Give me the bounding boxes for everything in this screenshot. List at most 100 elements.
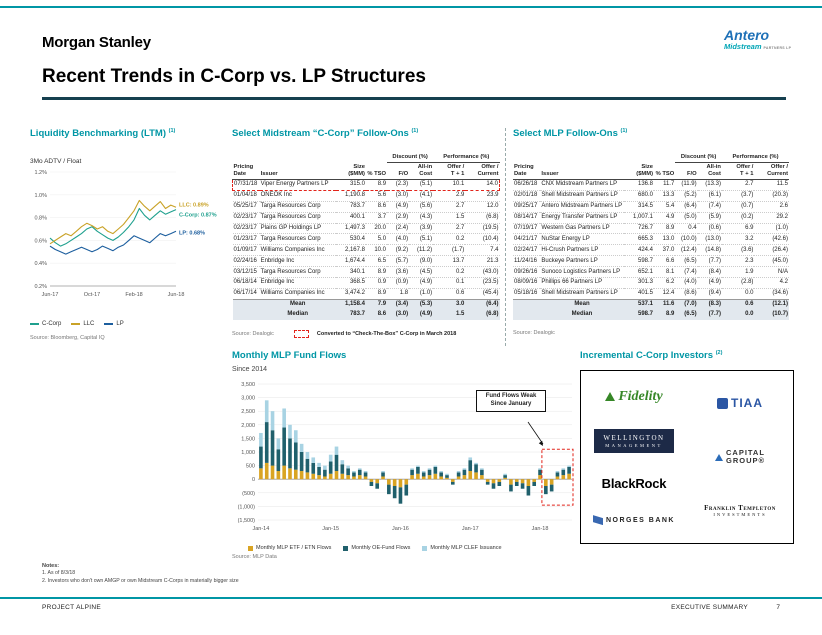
svg-text:Oct-17: Oct-17 bbox=[84, 292, 101, 298]
legend-item-etf: Monthly MLP ETF / ETN Flows bbox=[248, 545, 331, 551]
note-1: 1. As of 8/3/18 bbox=[42, 570, 76, 577]
svg-text:Jan-18: Jan-18 bbox=[532, 526, 549, 532]
legend-label-etf: Monthly MLP ETF / ETN Flows bbox=[256, 545, 332, 551]
svg-text:LP: 0.68%: LP: 0.68% bbox=[179, 230, 205, 236]
fund-flows-subtitle: Since 2014 bbox=[232, 366, 268, 373]
svg-text:Jan-16: Jan-16 bbox=[392, 526, 409, 532]
norges-bank-wordmark: NORGES BANK bbox=[605, 516, 675, 524]
svg-text:1.0%: 1.0% bbox=[34, 193, 47, 199]
table-row: 02/23/17 Targa Resources Corp 400.1 3.7 (2.9… bbox=[232, 212, 500, 224]
fidelity-pyramid-icon bbox=[605, 392, 616, 402]
svg-text:3,500: 3,500 bbox=[241, 382, 255, 388]
ccorp-title-text: Select Midstream “C-Corp” Follow-Ons bbox=[232, 128, 409, 140]
ccorp-source-row: Source: Dealogic Converted to “Check-The… bbox=[232, 330, 500, 338]
investors-title-text: Incremental C-Corp Investors bbox=[580, 350, 714, 362]
mlp-title-text: Select MLP Follow-Ons bbox=[513, 128, 618, 140]
mlp_table: Discount (%) Performance (%) Pricing Date Is… bbox=[513, 154, 789, 320]
investors-left-column: Fidelity WELLINGTON MANAGEMENT BlackRock … bbox=[581, 371, 687, 543]
table-row: 09/25/17 Antero Midstream Partners LP 314.… bbox=[513, 201, 789, 213]
table-row: 02/24/16 Enbridge Inc 1,674.4 6.5 (5.7) (9.0)… bbox=[232, 255, 500, 268]
section-title-liquidity: Liquidity Benchmarking (LTM) (1) bbox=[30, 128, 175, 139]
column-header: Offer / Current bbox=[465, 162, 500, 180]
wellington-management-text: MANAGEMENT bbox=[605, 442, 663, 448]
table-row: 07/31/18 Viper Energy Partners LP 315.0 8.9… bbox=[231, 178, 501, 191]
footer-page-number: 7 bbox=[776, 604, 780, 611]
liquidity-source: Source: Bloomberg, Capital IQ bbox=[30, 335, 105, 341]
ccorp_table: Discount (%) Performance (%) Pricing Date Is… bbox=[231, 154, 501, 320]
investor-logo-capital-group: CAPITAL GROUP® bbox=[714, 447, 765, 466]
table-row: 11/24/16 Buckeye Partners LP 598.7 6.6 (6.5)… bbox=[513, 255, 789, 268]
legend-label-lp: LP bbox=[116, 321, 124, 327]
column-header: Size ($MM) bbox=[335, 162, 366, 180]
fund-flows-chart: 3,500 3,000 2,500 2,000 1,500 1,000 500 0 (500) (… bbox=[238, 382, 574, 532]
svg-text:500: 500 bbox=[246, 464, 255, 470]
section-title-investors: Incremental C-Corp Investors (2) bbox=[580, 350, 722, 361]
svg-text:Jan-14: Jan-14 bbox=[252, 526, 269, 532]
svg-text:Jun-18: Jun-18 bbox=[168, 292, 185, 298]
svg-text:1.2%: 1.2% bbox=[34, 170, 47, 176]
note-2: 2. Investors who don't own AMGP or own M… bbox=[42, 578, 239, 585]
antero-logo-sub: Midstream PARTNERS LP bbox=[724, 43, 791, 51]
summary-row: Median 598.7 8.9 (6.5) (7.7) 0.0 (10.7) bbox=[513, 309, 789, 320]
column-header: % TSO bbox=[365, 162, 388, 180]
footer-rule bbox=[0, 597, 822, 599]
table-row: 07/19/17 Western Gas Partners LP 726.7 8.9 0… bbox=[513, 223, 789, 235]
mlp-source-row: Source: Dealogic bbox=[513, 330, 555, 336]
section-title-fund-flows: Monthly MLP Fund Flows bbox=[232, 350, 347, 361]
investor-logo-blackrock: BlackRock bbox=[602, 476, 667, 491]
fund-flows-chart-wrap: 3,500 3,000 2,500 2,000 1,500 1,000 500 0 (500) (… bbox=[228, 376, 578, 546]
column-header: Issuer bbox=[540, 162, 624, 180]
llc-line-swatch bbox=[71, 323, 81, 325]
table-row: 08/14/17 Energy Transfer Partners LP 1,007… bbox=[513, 212, 789, 224]
group-header-row: Discount (%) Performance (%) bbox=[513, 154, 789, 163]
antero-logo-partners: PARTNERS LP bbox=[763, 46, 792, 50]
column-header: F/O bbox=[387, 162, 410, 180]
column-header: Offer / T + 1 bbox=[721, 162, 755, 180]
ccorp-source: Source: Dealogic bbox=[232, 331, 274, 337]
investor-logo-fidelity: Fidelity bbox=[605, 389, 663, 405]
liquidity-axis-label: 3Mo ADTV / Float bbox=[30, 158, 82, 165]
ccorp-line-swatch bbox=[30, 323, 39, 325]
legend-item-lp: LP bbox=[104, 321, 124, 327]
wellington-wordmark: WELLINGTON bbox=[603, 433, 665, 442]
notes-heading: Notes: bbox=[42, 563, 60, 569]
investors-box: Fidelity WELLINGTON MANAGEMENT BlackRock … bbox=[580, 370, 794, 544]
svg-text:1,500: 1,500 bbox=[241, 436, 255, 442]
table-row: 01/23/17 Targa Resources Corp 530.4 5.0 (4.0… bbox=[232, 233, 500, 246]
svg-text:LLC: 0.89%: LLC: 0.89% bbox=[179, 202, 209, 208]
column-header: Offer / T + 1 bbox=[433, 162, 466, 180]
table-row: 05/25/17 Targa Resources Corp 783.7 8.6 (4.9… bbox=[232, 201, 500, 213]
summary-row: Median 783.7 8.6 (3.0) (4.9) 1.5 (6.8) bbox=[232, 309, 500, 320]
antero-logo-name: Antero bbox=[724, 27, 770, 43]
investor-logo-norges-bank: NORGES BANK bbox=[592, 515, 675, 526]
tiaa-icon bbox=[717, 397, 728, 409]
table-row: 02/23/17 Plains GP Holdings LP 1,497.3 20.0… bbox=[232, 223, 500, 235]
converted-callout-swatch bbox=[293, 330, 309, 338]
svg-text:2,000: 2,000 bbox=[241, 423, 255, 429]
svg-text:0.6%: 0.6% bbox=[34, 238, 47, 244]
fund-flows-annotation: Fund Flows Weak Since January bbox=[476, 390, 546, 412]
svg-text:(1,500): (1,500) bbox=[238, 518, 256, 524]
capital-group-pyramid-icon bbox=[714, 453, 723, 461]
legend-item-clef: Monthly MLP CLEF Issuance bbox=[422, 545, 502, 551]
svg-text:3,000: 3,000 bbox=[241, 396, 255, 402]
table-row: 06/18/14 Enbridge Inc 368.5 0.9 (0.9) (4.9) 0.… bbox=[232, 277, 500, 289]
notes-block: Notes: 1. As of 8/3/18 2. Investors who … bbox=[42, 562, 239, 586]
svg-text:Jan-17: Jan-17 bbox=[462, 526, 479, 532]
converted-callout-text: Converted to “Check-The-Box” C-Corp in M… bbox=[316, 331, 457, 337]
legend-label-ccorp: C-Corp bbox=[42, 321, 62, 327]
oe-swatch bbox=[343, 545, 349, 551]
svg-text:Jan-15: Jan-15 bbox=[322, 526, 339, 532]
column-header: F/O bbox=[675, 162, 698, 180]
svg-text:C-Corp: 0.87%: C-Corp: 0.87% bbox=[179, 213, 217, 219]
legend-label-oe: Monthly OE-Fund Flows bbox=[351, 545, 411, 551]
footer-project-name: PROJECT ALPINE bbox=[42, 604, 101, 611]
liquidity-chart: 1.2% 1.0% 0.8% 0.6% 0.4% 0.2% Jun-17 Oct-17 Feb-… bbox=[34, 170, 217, 298]
capital-wordmark: CAPITAL bbox=[725, 447, 765, 457]
svg-text:(1,000): (1,000) bbox=[238, 504, 256, 510]
investor-logo-franklin-templeton: Franklin Templeton INVESTMENTS bbox=[704, 504, 776, 518]
table-row: 01/09/17 Williams Companies Inc 2,167.8 10.… bbox=[232, 244, 500, 257]
franklin-investments-text: INVESTMENTS bbox=[713, 512, 767, 518]
investor-logo-wellington: WELLINGTON MANAGEMENT bbox=[594, 428, 674, 453]
table-row: 06/26/18 CNX Midstream Partners LP 136.8 11… bbox=[513, 179, 789, 191]
